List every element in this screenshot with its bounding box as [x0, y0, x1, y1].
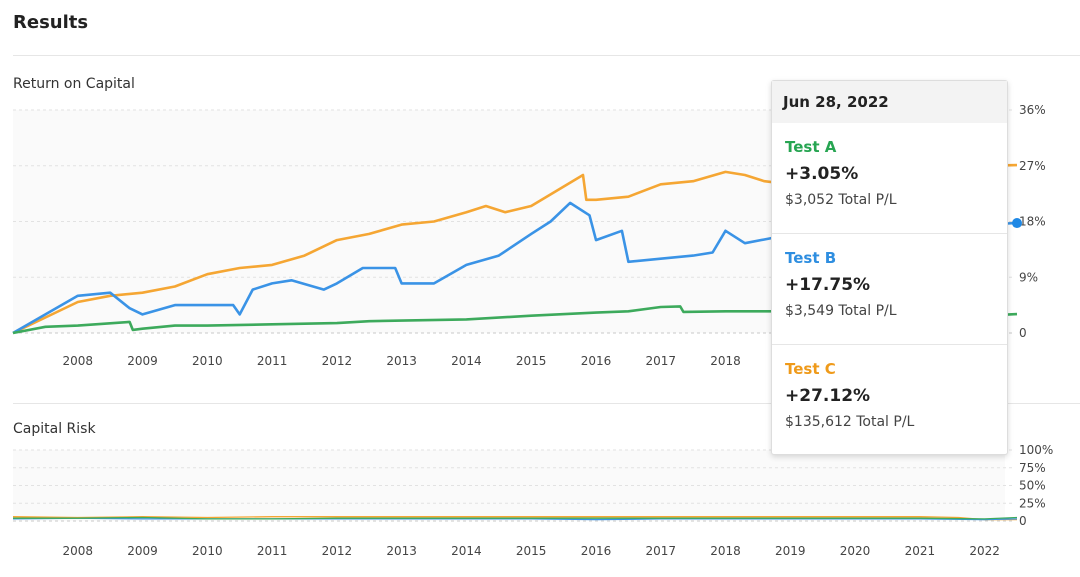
x-tick-label: 2015 — [516, 544, 547, 558]
x-tick-label: 2008 — [63, 354, 94, 368]
divider — [13, 55, 1080, 56]
tooltip-date: Jun 28, 2022 — [772, 81, 1007, 123]
series-pl: $3,052 Total P/L — [785, 192, 897, 208]
x-tick-label: 2015 — [516, 354, 547, 368]
divider — [13, 403, 1080, 404]
x-tick-label: 2019 — [775, 544, 806, 558]
page-title: Results — [13, 12, 89, 33]
x-tick-label: 2017 — [645, 354, 676, 368]
x-tick-label: 2010 — [192, 354, 223, 368]
x-tick-label: 2013 — [386, 354, 417, 368]
series-pl: $3,549 Total P/L — [785, 303, 897, 319]
x-tick-label: 2012 — [322, 354, 353, 368]
x-tick-label: 2018 — [710, 544, 741, 558]
x-tick-label: 2011 — [257, 544, 288, 558]
x-tick-label: 2016 — [581, 544, 612, 558]
series-return: +17.75% — [785, 275, 871, 295]
x-tick-label: 2021 — [905, 544, 936, 558]
y-tick-label: 9% — [1019, 270, 1038, 284]
x-tick-label: 2020 — [840, 544, 871, 558]
x-tick-label: 2011 — [257, 354, 288, 368]
risk-title: Capital Risk — [13, 421, 96, 437]
hover-point — [1012, 218, 1022, 229]
y-tick-label: 0 — [1019, 514, 1027, 528]
tooltip-item-test-b: Test B +17.75% $3,549 Total P/L — [772, 234, 1007, 345]
x-tick-label: 2009 — [127, 544, 158, 558]
series-line-test-a — [13, 516, 1018, 520]
series-return: +27.12% — [785, 386, 871, 406]
y-tick-label: 50% — [1019, 479, 1046, 493]
x-tick-label: 2013 — [386, 544, 417, 558]
series-name: Test A — [785, 138, 837, 156]
x-tick-label: 2009 — [127, 354, 158, 368]
x-tick-label: 2022 — [969, 544, 1000, 558]
x-tick-label: 2014 — [451, 544, 482, 558]
y-tick-label: 27% — [1019, 159, 1046, 173]
x-tick-label: 2008 — [63, 544, 94, 558]
x-tick-label: 2012 — [322, 544, 353, 558]
roc-title: Return on Capital — [13, 76, 135, 92]
y-tick-label: 25% — [1019, 496, 1046, 510]
series-line-test-c — [12, 516, 1017, 521]
series-name: Test C — [785, 360, 836, 378]
x-tick-label: 2017 — [645, 544, 676, 558]
y-tick-label: 75% — [1019, 461, 1046, 475]
y-tick-label: 18% — [1019, 215, 1046, 229]
y-tick-label: 0 — [1019, 326, 1027, 340]
x-tick-label: 2018 — [710, 354, 741, 368]
y-tick-label: 100% — [1019, 443, 1053, 457]
plot-area — [13, 450, 1005, 521]
x-tick-label: 2014 — [451, 354, 482, 368]
tooltip-item-test-c: Test C +27.12% $135,612 Total P/L — [772, 345, 1007, 455]
x-tick-label: 2016 — [581, 354, 612, 368]
series-return: +3.05% — [785, 164, 859, 184]
tooltip: Jun 28, 2022 Test A +3.05% $3,052 Total … — [771, 80, 1008, 455]
x-tick-label: 2010 — [192, 544, 223, 558]
y-tick-label: 36% — [1019, 103, 1046, 117]
series-name: Test B — [785, 249, 837, 267]
tooltip-item-test-a: Test A +3.05% $3,052 Total P/L — [772, 123, 1007, 234]
series-pl: $135,612 Total P/L — [785, 414, 915, 430]
